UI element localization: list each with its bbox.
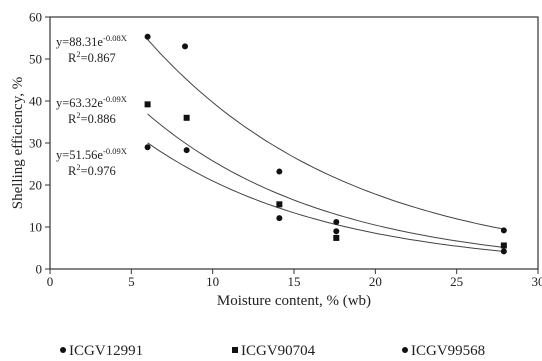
r-squared-value: =0.867 xyxy=(81,51,116,65)
fit-curve-icgv99568 xyxy=(147,142,506,253)
r-squared-superscript: 2 xyxy=(76,162,80,172)
fit-curve-icgv90704 xyxy=(147,113,506,249)
y-axis-label: Shelling efficiency, % xyxy=(10,77,26,209)
legend-marker-icgv99568 xyxy=(402,347,408,353)
data-point-icgv90704 xyxy=(500,242,507,249)
equation-exponent: -0.09X xyxy=(103,146,127,156)
y-tick-label: 10 xyxy=(29,220,42,235)
equation-base: y=51.56e xyxy=(56,148,103,162)
data-point-icgv90704 xyxy=(333,234,340,241)
r-squared-value: =0.886 xyxy=(81,112,116,126)
data-point-icgv12991 xyxy=(182,43,189,50)
r-squared-prefix: R xyxy=(68,164,77,178)
fit-curve-icgv12991 xyxy=(147,39,506,230)
data-point-icgv12991 xyxy=(500,227,507,234)
data-point-icgv90704 xyxy=(144,101,151,108)
x-tick-label: 15 xyxy=(288,274,301,289)
r-squared: R2=0.976 xyxy=(68,162,116,178)
x-axis-label: Moisture content, % (wb) xyxy=(217,293,371,309)
data-point-icgv12991 xyxy=(144,33,151,40)
equation-exponent: -0.09X xyxy=(103,94,127,104)
r-squared-prefix: R xyxy=(68,112,77,126)
data-point-icgv12991 xyxy=(333,218,340,225)
r-squared-prefix: R xyxy=(68,51,77,65)
fit-equation: y=63.32e-0.09X xyxy=(56,94,127,110)
x-tick-label: 30 xyxy=(532,274,542,289)
data-points xyxy=(144,33,507,255)
data-point-icgv90704 xyxy=(276,201,283,208)
r-squared: R2=0.867 xyxy=(68,49,116,65)
axis-ticks: 0 5 10 15 20 25 30 0 10 20 30 40 50 60 xyxy=(29,10,542,290)
y-tick-label: 50 xyxy=(29,52,42,67)
y-tick-label: 0 xyxy=(36,262,43,277)
r-squared-value: =0.976 xyxy=(81,164,116,178)
x-tick-label: 0 xyxy=(47,274,54,289)
data-point-icgv99568 xyxy=(183,147,190,154)
equation-base: y=63.32e xyxy=(56,96,103,110)
legend-label-icgv99568: ICGV99568 xyxy=(411,343,485,359)
x-tick-label: 5 xyxy=(128,274,135,289)
y-tick-label: 30 xyxy=(29,136,42,151)
data-point-icgv99568 xyxy=(144,144,151,151)
data-point-icgv99568 xyxy=(333,228,340,235)
data-point-icgv90704 xyxy=(183,114,190,121)
legend-label-icgv90704: ICGV90704 xyxy=(241,343,316,359)
fit-equation: y=51.56e-0.09X xyxy=(56,146,127,162)
legend-label-icgv12991: ICGV12991 xyxy=(69,343,143,359)
data-point-icgv12991 xyxy=(276,168,283,175)
plot-border xyxy=(49,16,539,270)
x-tick-label: 25 xyxy=(450,274,463,289)
data-point-icgv99568 xyxy=(500,248,507,255)
x-tick-label: 20 xyxy=(369,274,382,289)
fit-curves xyxy=(147,39,506,253)
fit-equations: y=88.31e-0.08XR2=0.867y=63.32e-0.09XR2=0… xyxy=(56,33,127,178)
y-tick-label: 20 xyxy=(29,178,42,193)
r-squared-superscript: 2 xyxy=(76,110,80,120)
legend: ICGV12991 ICGV90704 ICGV99568 xyxy=(60,343,485,359)
r-squared-superscript: 2 xyxy=(76,49,80,59)
plot-area xyxy=(49,16,539,270)
y-tick-label: 60 xyxy=(29,10,42,25)
equation-base: y=88.31e xyxy=(56,35,103,49)
legend-marker-icgv12991 xyxy=(60,347,66,353)
x-tick-label: 10 xyxy=(206,274,219,289)
data-point-icgv99568 xyxy=(276,215,283,222)
r-squared: R2=0.886 xyxy=(68,110,116,126)
y-tick-label: 40 xyxy=(29,94,42,109)
legend-marker-icgv90704 xyxy=(232,347,238,353)
fit-equation: y=88.31e-0.08X xyxy=(56,33,127,49)
equation-exponent: -0.08X xyxy=(103,33,127,43)
